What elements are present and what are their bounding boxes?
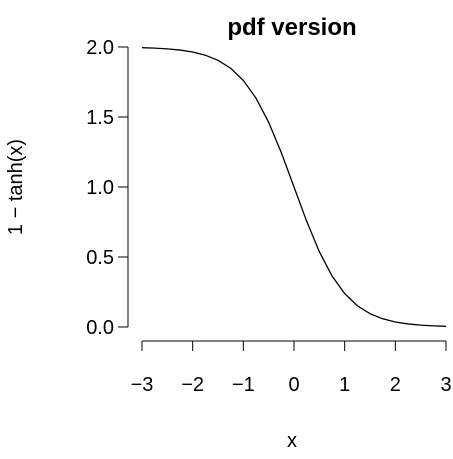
- x-tick-label: −3: [131, 374, 154, 396]
- y-axis: 0.0 0.5 1.0 1.5 2.0: [86, 37, 129, 339]
- x-tick-label: −1: [232, 374, 255, 396]
- chart-title: pdf version: [227, 14, 356, 41]
- y-axis-label: 1 − tanh(x): [5, 139, 27, 235]
- y-tick-label: 1.5: [86, 107, 114, 129]
- series-line: [141, 47, 447, 327]
- y-tick-label: 0.5: [86, 247, 114, 269]
- x-axis: −3 −2 −1 0 1 2 3: [131, 340, 452, 396]
- y-tick-label: 2.0: [86, 37, 114, 59]
- x-tick-label: 1: [339, 374, 350, 396]
- y-tick-label: 0.0: [86, 317, 114, 339]
- x-tick-label: 3: [440, 374, 451, 396]
- x-axis-label: x: [287, 430, 297, 452]
- y-tick-label: 1.0: [86, 177, 114, 199]
- x-tick-label: 2: [390, 374, 401, 396]
- x-tick-label: −2: [181, 374, 204, 396]
- x-tick-label: 0: [288, 374, 299, 396]
